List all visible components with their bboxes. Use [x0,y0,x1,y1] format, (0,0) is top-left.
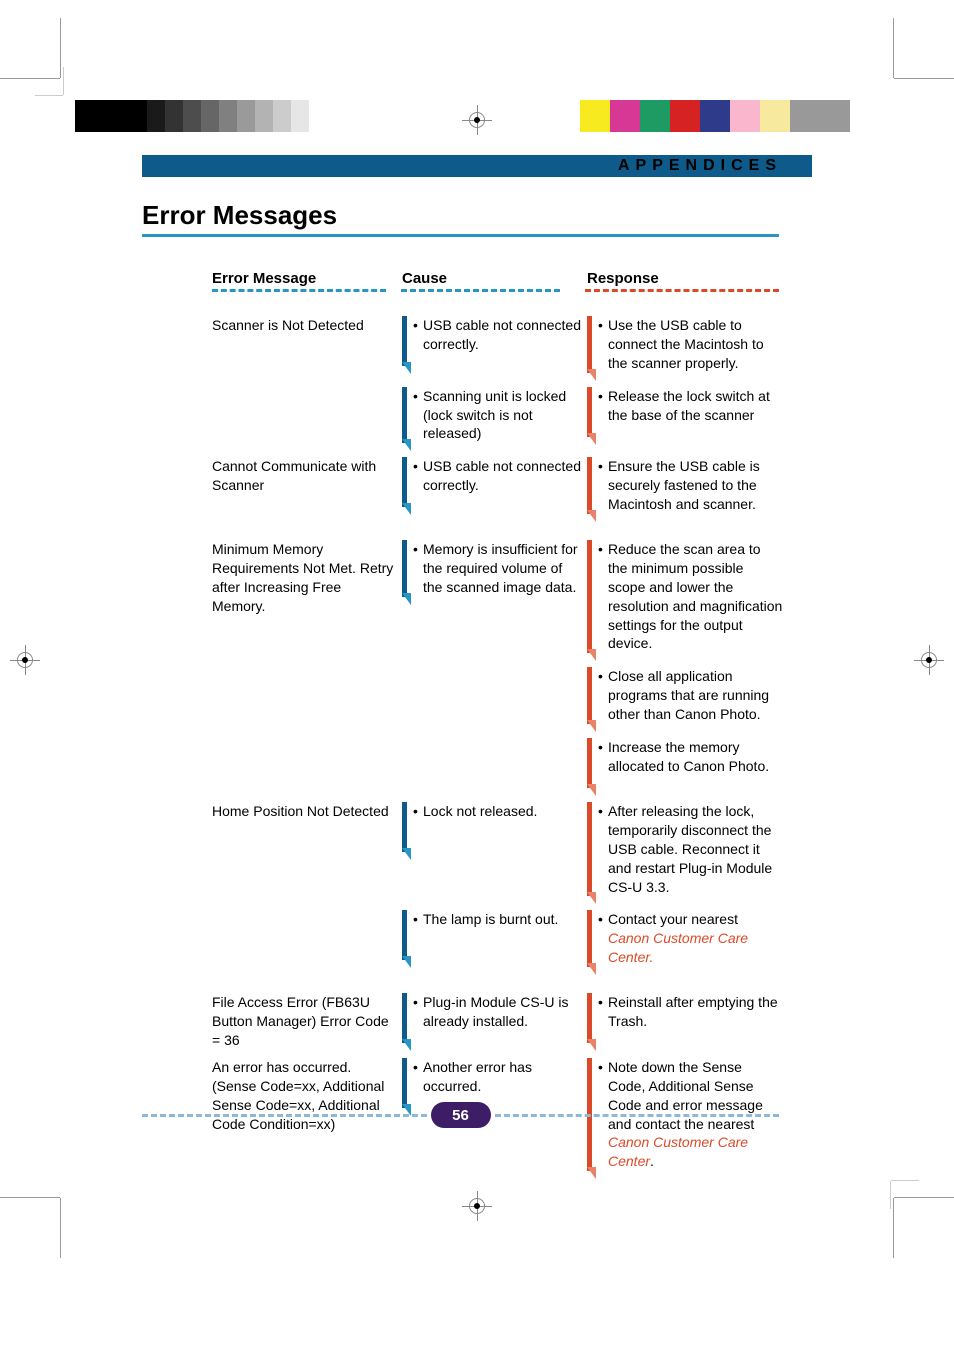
crop-mark [894,1197,954,1198]
registration-mark-icon [10,645,40,675]
table-row: The lamp is burnt out.Contact your neare… [212,910,779,973]
colorbar-color [580,100,850,132]
error-message-cell: Cannot Communicate with Scanner [212,457,402,520]
column-header-response: Response [587,270,787,287]
cause-cell: Lock not released. [402,802,587,852]
crop-mark [35,95,63,96]
registration-mark-icon [462,1191,492,1221]
response-cell: Use the USB cable to connect the Macinto… [587,316,787,373]
page-number-row: 56 [142,1102,779,1128]
crop-mark [893,18,894,78]
registration-mark-icon [462,105,492,135]
crop-mark [0,78,60,79]
table-row: Cannot Communicate with ScannerUSB cable… [212,457,779,520]
page-number: 56 [431,1102,491,1128]
crop-mark [60,18,61,78]
table-row: Home Position Not DetectedLock not relea… [212,802,779,902]
response-cell: After releasing the lock, temporarily di… [587,802,787,896]
crop-mark [0,1197,60,1198]
error-message-cell [212,387,402,450]
cause-cell: Another error has occurred. [402,1058,587,1108]
customer-care-link[interactable]: Canon Customer Care Center. [608,930,748,965]
table-row: Minimum Memory Requirements Not Met. Ret… [212,540,779,659]
crop-mark [891,1180,919,1181]
error-message-cell [212,667,402,730]
section-header-text: APPENDICES [618,157,782,175]
table-row: Increase the memory allocated to Canon P… [212,738,779,794]
section-header-bar: APPENDICES [142,155,812,177]
table-row: Close all application programs that are … [212,667,779,730]
error-message-cell: File Access Error (FB63U Button Manager)… [212,993,402,1050]
cause-cell: USB cable not connected correctly. [402,316,587,366]
column-header-cause: Cause [402,270,587,287]
response-cell: Reduce the scan area to the minimum poss… [587,540,787,653]
error-table: Error Message Cause Response Scanner is … [212,270,779,1185]
error-message-cell: Home Position Not Detected [212,802,402,902]
response-cell: Release the lock switch at the base of t… [587,387,787,437]
page-title: Error Messages [142,200,337,231]
error-message-cell [212,738,402,794]
customer-care-link[interactable]: Canon Customer Care Center [608,1134,748,1169]
cause-cell: Memory is insufficient for the required … [402,540,587,597]
table-row: File Access Error (FB63U Button Manager)… [212,993,779,1050]
cause-cell: USB cable not connected correctly. [402,457,587,507]
response-cell: Contact your nearest Canon Customer Care… [587,910,787,967]
error-message-cell: Minimum Memory Requirements Not Met. Ret… [212,540,402,659]
response-cell: Increase the memory allocated to Canon P… [587,738,787,788]
cause-cell: Plug-in Module CS-U is already installed… [402,993,587,1043]
colorbar-grayscale [75,100,309,132]
response-cell: Reinstall after emptying the Trash. [587,993,787,1043]
registration-mark-icon [914,645,944,675]
error-message-cell: Scanner is Not Detected [212,316,402,379]
response-cell: Close all application programs that are … [587,667,787,724]
crop-mark [893,1198,894,1258]
table-row: Scanner is Not DetectedUSB cable not con… [212,316,779,379]
crop-mark [60,1198,61,1258]
response-cell: Ensure the USB cable is securely fastene… [587,457,787,514]
header-dash-row [212,289,779,292]
crop-mark [63,67,64,95]
crop-mark [890,1181,891,1209]
table-row: Scanning unit is locked (lock switch is … [212,387,779,450]
column-header-error: Error Message [212,270,402,287]
crop-mark [894,78,954,79]
title-underline [142,234,779,237]
cause-cell: The lamp is burnt out. [402,910,587,960]
error-message-cell [212,910,402,973]
cause-cell: Scanning unit is locked (lock switch is … [402,387,587,444]
